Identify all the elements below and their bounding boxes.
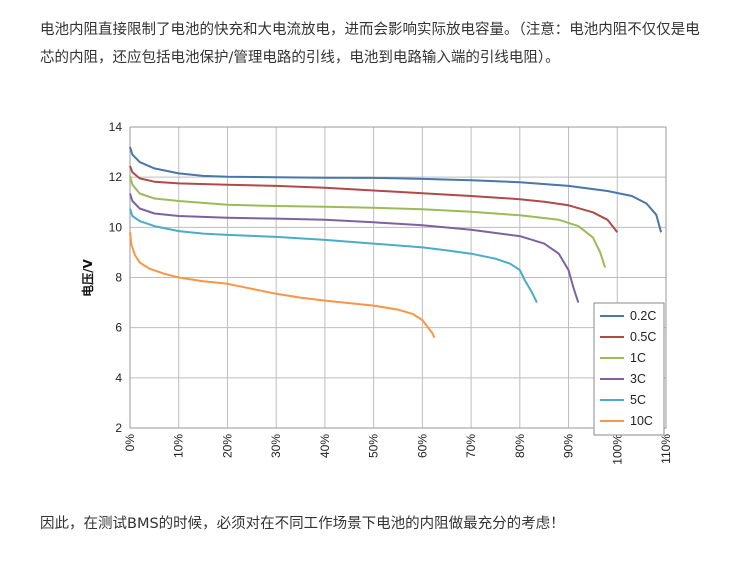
- x-tick-label: 30%: [269, 434, 283, 458]
- x-tick-label: 80%: [513, 434, 527, 458]
- series-line-5c: [129, 208, 538, 304]
- x-tick-label: 10%: [172, 434, 186, 458]
- x-tick-label: 70%: [464, 434, 478, 458]
- x-tick-label: 100%: [610, 434, 624, 465]
- x-tick-label: 0%: [123, 434, 137, 452]
- y-tick-label: 14: [109, 120, 123, 134]
- legend-label: 1C: [630, 351, 646, 365]
- y-tick-label: 6: [115, 321, 122, 335]
- legend-label: 0.5C: [630, 330, 656, 344]
- chart-legend: 0.2C 0.5C 1C 3C 5C 10C: [593, 302, 665, 436]
- y-axis-label: 电压/V: [80, 258, 95, 296]
- discharge-voltage-chart: 2 4 6 8 10 12 14 0% 10% 20% 30% 40% 50% 60% 70% 80% 90%…: [80, 120, 673, 465]
- series-line-0-5c: [129, 165, 619, 233]
- series-line-1c: [129, 175, 607, 268]
- legend-label: 5C: [630, 393, 646, 407]
- plot-border: [129, 126, 667, 429]
- x-tick-label: 60%: [415, 434, 429, 458]
- series-line-10c: [129, 232, 436, 339]
- x-tick-label: 110%: [659, 434, 673, 464]
- y-tick-label: 12: [109, 170, 123, 184]
- x-tick-label: 40%: [318, 434, 332, 458]
- y-tick-label: 4: [115, 371, 122, 385]
- series-lines: [129, 146, 663, 339]
- y-tick-label: 2: [115, 421, 122, 435]
- conclusion-paragraph: 因此，在测试BMS的时候，必须对在不同工作场景下电池的内阻做最充分的考虑！: [40, 516, 565, 532]
- x-axis-ticks: 0% 10% 20% 30% 40% 50% 60% 70% 80% 90% 100% 110%: [123, 434, 673, 465]
- x-tick-label: 50%: [367, 434, 381, 458]
- x-tick-label: 90%: [562, 434, 576, 458]
- y-tick-label: 8: [115, 271, 122, 285]
- series-line-3c: [129, 193, 580, 303]
- x-tick-label: 20%: [220, 434, 234, 458]
- legend-label: 3C: [630, 372, 646, 386]
- legend-label: 10C: [630, 414, 653, 428]
- series-line-0-2c: [129, 146, 663, 233]
- intro-paragraph: 电池内阻直接限制了电池的快充和大电流放电，进而会影响实际放电容量。（注意：电池内…: [40, 22, 700, 66]
- legend-box: [593, 302, 665, 436]
- y-axis-ticks: 2 4 6 8 10 12 14: [109, 120, 123, 435]
- chart-grid: [129, 126, 667, 429]
- legend-label: 0.2C: [630, 309, 656, 323]
- y-tick-label: 10: [109, 220, 123, 234]
- plot-frame: [129, 126, 667, 429]
